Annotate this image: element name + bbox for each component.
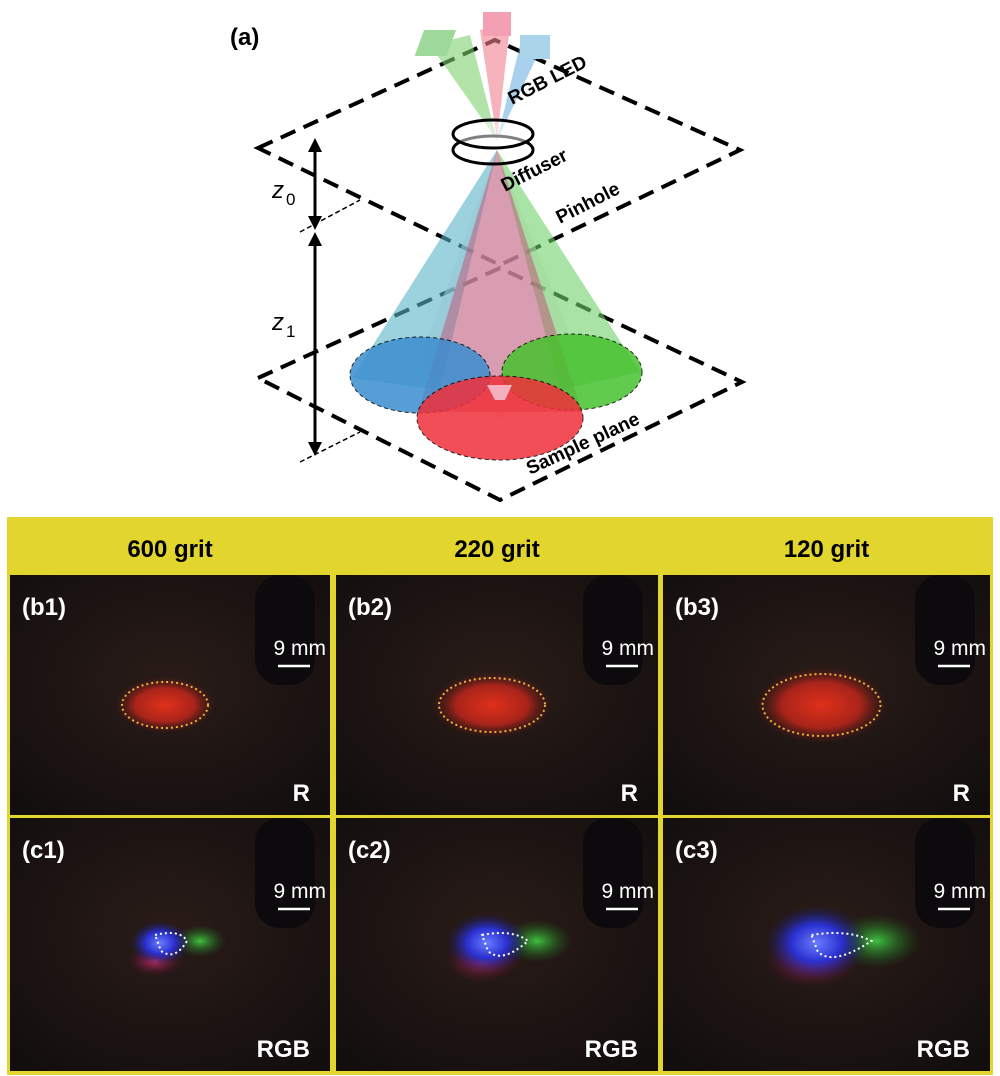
panel-label: (c1)	[22, 837, 65, 864]
arrowhead	[308, 232, 322, 246]
pinhole-plane	[253, 37, 745, 268]
shadow	[255, 575, 315, 685]
blue-spot	[765, 905, 868, 981]
led-beam-red	[480, 25, 510, 140]
z1-symbol: z	[271, 309, 284, 336]
red-spot	[755, 667, 888, 743]
panel-label: (c2)	[348, 837, 391, 864]
channel-label: R	[293, 780, 310, 807]
guide	[299, 431, 361, 463]
z0-symbol: z	[271, 177, 284, 204]
image-panel: (b1) 9 mm R	[10, 575, 330, 815]
panel-label: (b2)	[348, 594, 392, 621]
diffuser-top	[451, 118, 535, 150]
outline	[438, 677, 546, 733]
shadow	[255, 818, 315, 928]
arrowhead	[308, 442, 322, 456]
panel-label: (c3)	[675, 837, 718, 864]
led-green	[414, 30, 457, 56]
image-panel: (c1) 9 mm RGB	[10, 818, 330, 1071]
red-spot	[432, 672, 552, 738]
led-red	[483, 12, 511, 36]
column-title: 120 grit	[784, 536, 869, 563]
outline	[153, 932, 189, 956]
image-panel: (b3) 9 mm R	[663, 575, 990, 815]
cone-blue	[352, 150, 497, 390]
channel-label: R	[953, 780, 970, 807]
z0-subscript: 0	[286, 190, 295, 209]
column-title: 600 grit	[127, 536, 212, 563]
scale-label: 9 mm	[602, 637, 655, 660]
red-spot	[115, 677, 215, 733]
panel-label: (a)	[230, 24, 259, 51]
scale-label: 9 mm	[934, 880, 987, 903]
scale-label: 9 mm	[274, 637, 327, 660]
led-blue	[520, 35, 550, 59]
scale-label: 9 mm	[274, 880, 327, 903]
shadow	[915, 575, 975, 685]
diagram: (a) RGB LED Diffuser Pinhole Sample plan…	[230, 12, 747, 503]
spot-red	[416, 375, 584, 461]
shadow	[583, 575, 643, 685]
scale-label: 9 mm	[602, 880, 655, 903]
outline	[761, 673, 882, 737]
led-beam-green	[430, 35, 497, 140]
shadow	[583, 818, 643, 928]
guide	[299, 199, 361, 233]
channel-label: RGB	[585, 1036, 638, 1063]
column-title: 220 grit	[454, 536, 539, 563]
panel-label: (b3)	[675, 594, 719, 621]
label-pinhole: Pinhole	[553, 179, 624, 229]
blue-spot	[446, 913, 528, 973]
led-beam-blue	[497, 40, 545, 140]
panel-label: (b1)	[22, 594, 66, 621]
outline	[121, 681, 209, 729]
image-panel: (c3) 9 mm RGB	[663, 818, 990, 1071]
z1-subscript: 1	[286, 322, 295, 341]
image-grid: 600 grit 220 grit 120 grit (b1) 9 mm R (b2) 9 m…	[10, 536, 990, 1071]
scale-label: 9 mm	[934, 637, 987, 660]
blue-spot	[130, 921, 190, 965]
image-panel: (c2) 9 mm RGB	[336, 818, 658, 1071]
arrowhead	[308, 216, 322, 230]
outline	[810, 932, 874, 958]
outline	[480, 932, 530, 957]
channel-label: RGB	[257, 1036, 310, 1063]
arrowhead	[308, 138, 322, 152]
overlap	[487, 385, 512, 400]
channel-label: RGB	[917, 1036, 970, 1063]
channel-label: R	[621, 780, 638, 807]
image-panel: (b2) 9 mm R	[336, 575, 658, 815]
shadow	[915, 818, 975, 928]
cone-green	[497, 150, 640, 390]
